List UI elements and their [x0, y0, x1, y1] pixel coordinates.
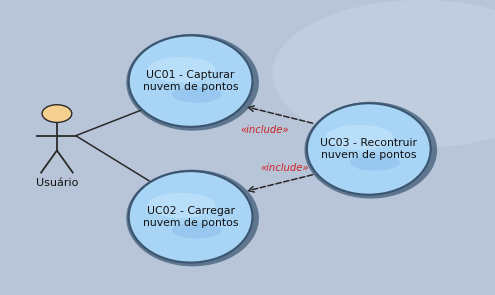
Ellipse shape [272, 0, 495, 148]
Ellipse shape [129, 35, 252, 127]
Ellipse shape [326, 125, 394, 150]
Ellipse shape [126, 170, 259, 266]
Ellipse shape [307, 103, 431, 195]
Ellipse shape [129, 171, 252, 263]
Text: UC03 - Recontruir
nuvem de pontos: UC03 - Recontruir nuvem de pontos [320, 138, 417, 160]
Ellipse shape [148, 57, 215, 82]
Ellipse shape [126, 34, 259, 131]
Text: «include»: «include» [260, 163, 309, 173]
Text: Usuário: Usuário [36, 178, 78, 189]
Ellipse shape [172, 87, 222, 103]
Ellipse shape [148, 193, 215, 218]
Ellipse shape [304, 102, 437, 199]
Text: UC01 - Capturar
nuvem de pontos: UC01 - Capturar nuvem de pontos [143, 70, 238, 92]
Ellipse shape [350, 155, 400, 171]
Circle shape [42, 105, 72, 122]
Text: UC02 - Carregar
nuvem de pontos: UC02 - Carregar nuvem de pontos [143, 206, 238, 228]
Text: «include»: «include» [241, 125, 289, 135]
Ellipse shape [172, 222, 222, 239]
